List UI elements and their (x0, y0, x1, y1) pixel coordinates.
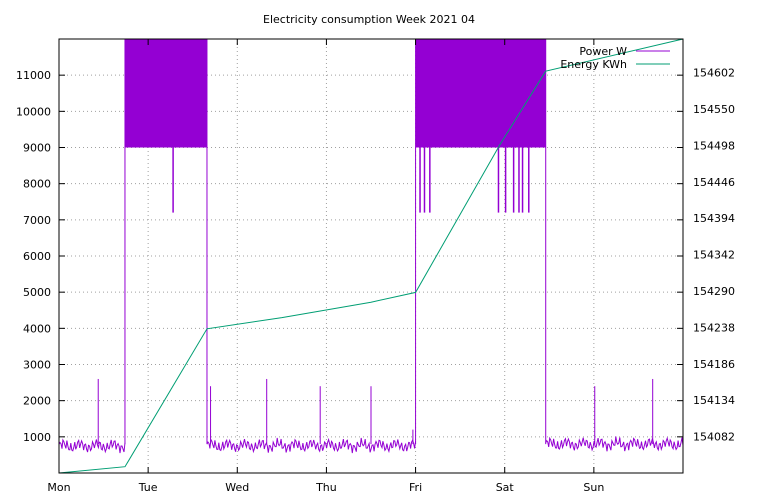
y-right-tick-label: 154238 (693, 321, 735, 334)
y-left-tick-label: 5000 (23, 286, 51, 299)
y-left-tick-label: 2000 (23, 395, 51, 408)
y-left-tick-label: 9000 (23, 142, 51, 155)
x-tick-label: Fri (409, 481, 422, 494)
legend-label: Energy KWh (560, 58, 627, 71)
y-right-tick-label: 154082 (693, 431, 735, 444)
power-high-block (124, 39, 207, 148)
y-left-tick-label: 10000 (16, 105, 51, 118)
y-left-tick-label: 6000 (23, 250, 51, 263)
y-left-tick-label: 1000 (23, 431, 51, 444)
y-left-tick-label: 11000 (16, 69, 51, 82)
y-right-tick-label: 154394 (693, 212, 735, 225)
x-tick-label: Mon (47, 481, 70, 494)
energy-series (58, 38, 684, 474)
power-baseline-segment (545, 436, 684, 452)
x-tick-label: Thu (315, 481, 337, 494)
chart-title: Electricity consumption Week 2021 04 (263, 13, 475, 26)
y-right-tick-label: 154602 (693, 67, 735, 80)
power-baseline-segment (58, 438, 126, 454)
power-series (58, 39, 684, 454)
energy-line (58, 38, 684, 474)
y-right-tick-label: 154290 (693, 285, 735, 298)
power-baseline-segment (206, 437, 417, 454)
axes: 1000 2000 3000 4000 5000 6000 7000 8000 9000 1000… (16, 39, 735, 494)
y-right-tick-label: 154342 (693, 249, 735, 262)
y-left-tick-label: 3000 (23, 359, 51, 372)
x-tick-label: Sat (496, 481, 515, 494)
y-left-tick-label: 8000 (23, 178, 51, 191)
y-left-tick-label: 4000 (23, 322, 51, 335)
legend-label: Power W (579, 45, 627, 58)
x-tick-label: Sun (583, 481, 604, 494)
y-right-tick-label: 154134 (693, 394, 735, 407)
y-right-tick-label: 154186 (693, 358, 735, 371)
x-tick-label: Tue (138, 481, 158, 494)
y-left-tick-label: 7000 (23, 214, 51, 227)
x-tick-label: Wed (225, 481, 249, 494)
power-high-block (415, 39, 546, 148)
y-right-tick-label: 154498 (693, 139, 735, 152)
y-right-tick-label: 154550 (693, 103, 735, 116)
y-right-tick-label: 154446 (693, 176, 735, 189)
